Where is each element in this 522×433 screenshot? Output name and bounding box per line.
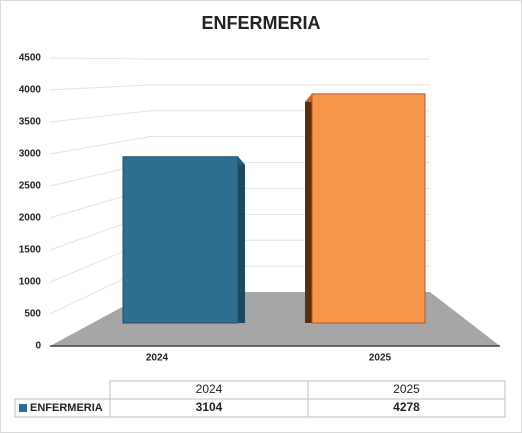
grid-line [49, 84, 430, 91]
bar [122, 156, 239, 324]
table-value: 4278 [393, 400, 420, 414]
y-tick-label: 2500 [19, 181, 42, 192]
legend-label: ENFERMERIA [30, 402, 103, 414]
table-header: 2025 [393, 382, 420, 396]
x-tick-label: 2025 [369, 353, 392, 364]
table-row [14, 398, 506, 418]
legend-key [19, 404, 27, 412]
table-header: 2024 [196, 382, 223, 396]
bar-side [305, 93, 312, 323]
y-tick-label: 500 [24, 309, 41, 320]
bar-side [238, 156, 245, 323]
y-tick-label: 4500 [19, 53, 42, 64]
y-tick-label: 3000 [19, 149, 42, 160]
y-tick-label: 1000 [19, 277, 42, 288]
y-tick-label: 2000 [19, 213, 42, 224]
table-value: 3104 [196, 400, 223, 414]
grid-line [49, 57, 430, 60]
x-tick-label: 2024 [146, 353, 169, 364]
y-tick-label: 0 [35, 341, 41, 352]
bar [311, 93, 426, 324]
y-tick-label: 4000 [19, 85, 42, 96]
y-tick-label: 3500 [19, 117, 42, 128]
y-tick-label: 1500 [19, 245, 42, 256]
chart-title: ENFERMERIA [201, 13, 320, 33]
